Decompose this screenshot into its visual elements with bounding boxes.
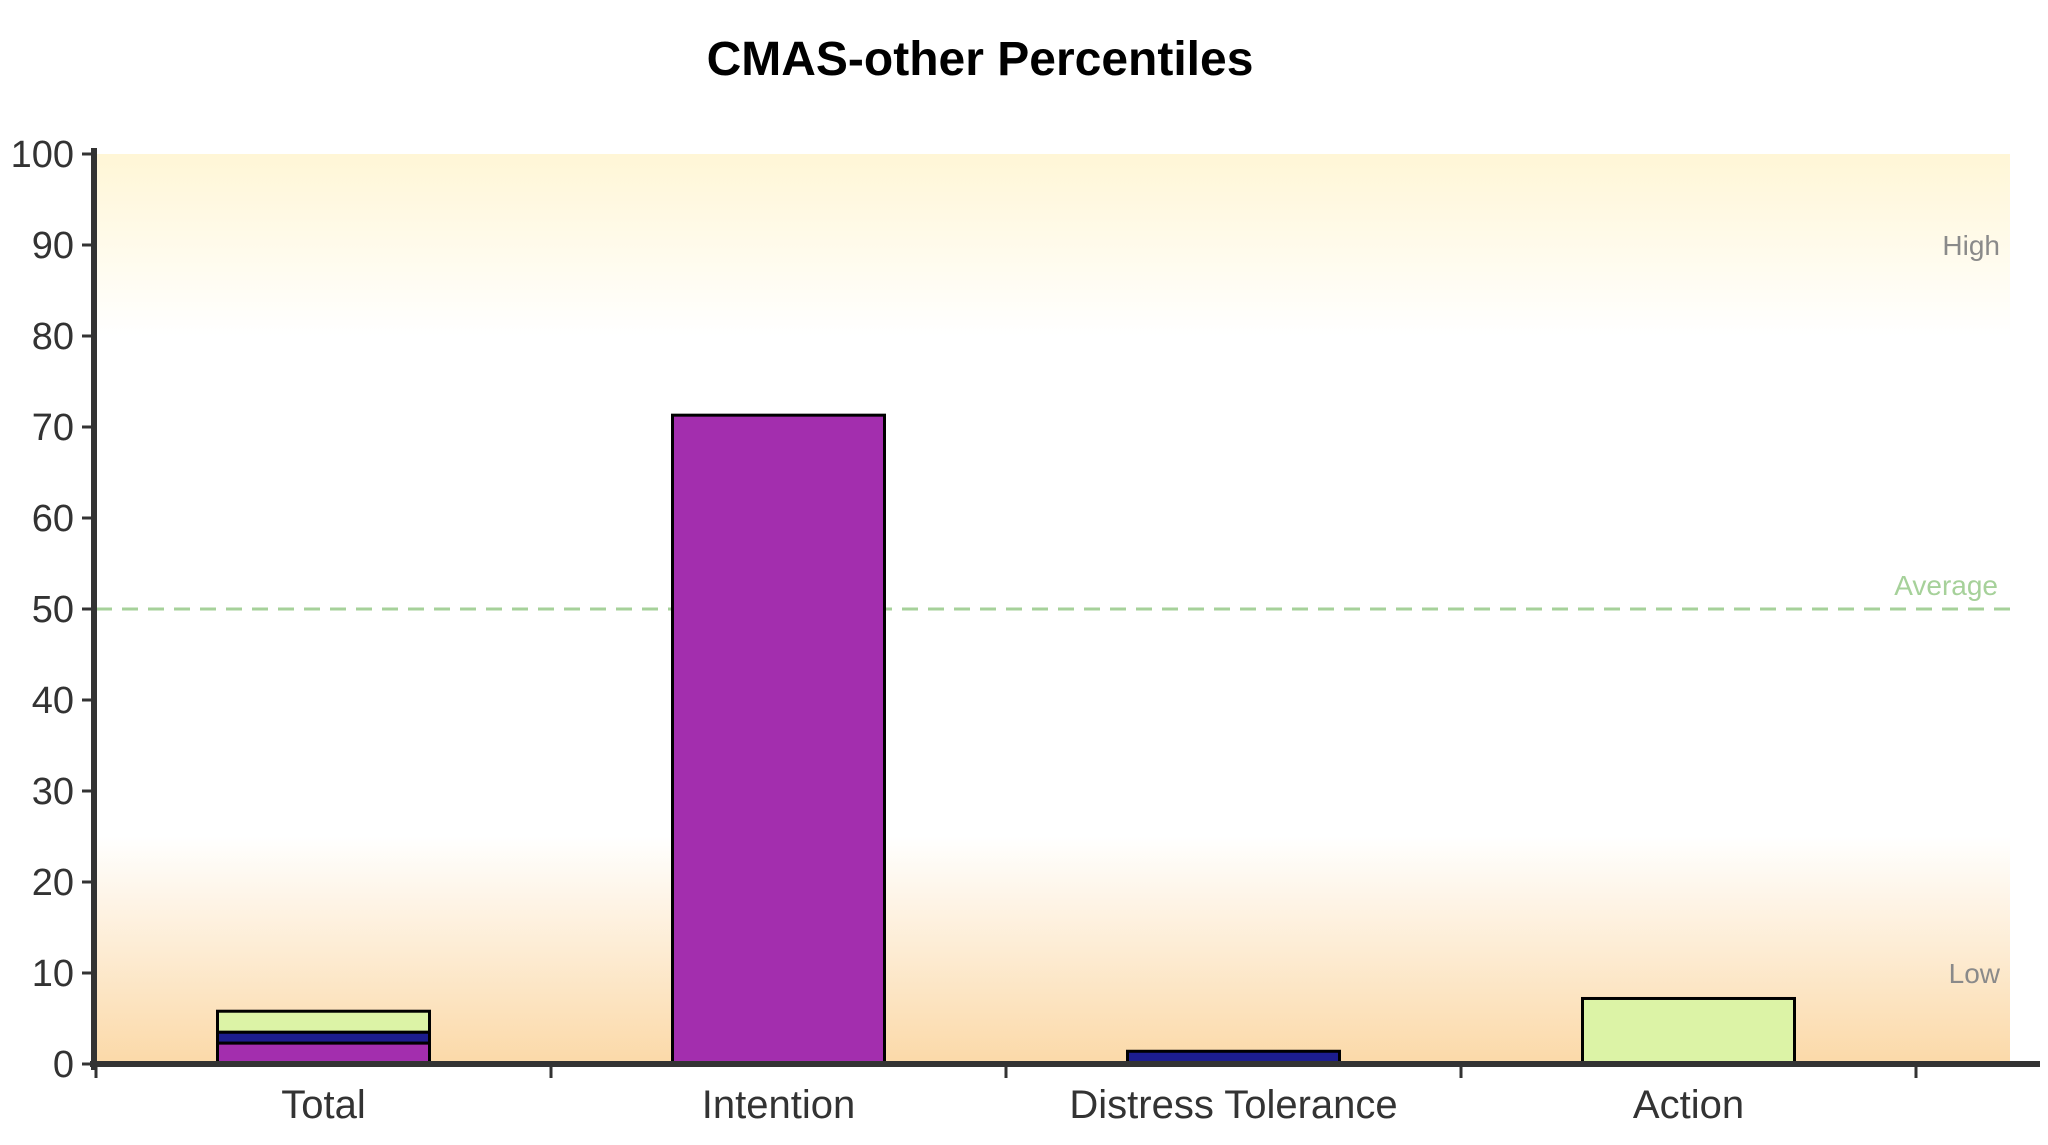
y-tick-label: 20 bbox=[32, 862, 74, 904]
bar-segment-total-2 bbox=[216, 1030, 431, 1045]
y-tick-label: 100 bbox=[11, 134, 74, 176]
y-tick-label: 80 bbox=[32, 316, 74, 358]
y-tick-label: 50 bbox=[32, 589, 74, 631]
average-label: Average bbox=[1894, 570, 1998, 601]
bar-segment-total-1 bbox=[216, 1041, 431, 1066]
category-label: Distress Tolerance bbox=[1069, 1083, 1397, 1127]
high-band bbox=[96, 154, 2010, 336]
y-tick-label: 70 bbox=[32, 407, 74, 449]
high-band-label: High bbox=[1942, 230, 2000, 261]
bar-segment-total-3 bbox=[216, 1009, 431, 1034]
bar-action bbox=[1581, 996, 1796, 1066]
category-label: Intention bbox=[702, 1083, 855, 1127]
y-tick-label: 60 bbox=[32, 498, 74, 540]
y-tick-label: 40 bbox=[32, 680, 74, 722]
y-tick-label: 90 bbox=[32, 225, 74, 267]
low-band-label: Low bbox=[1949, 958, 2001, 989]
bar-intention bbox=[671, 413, 886, 1066]
y-tick-label: 30 bbox=[32, 771, 74, 813]
chart-title: CMAS-other Percentiles bbox=[706, 33, 1254, 86]
category-label: Total bbox=[281, 1083, 366, 1127]
y-tick-label: 10 bbox=[32, 953, 74, 995]
y-tick-label: 0 bbox=[53, 1044, 74, 1086]
category-label: Action bbox=[1633, 1083, 1744, 1127]
